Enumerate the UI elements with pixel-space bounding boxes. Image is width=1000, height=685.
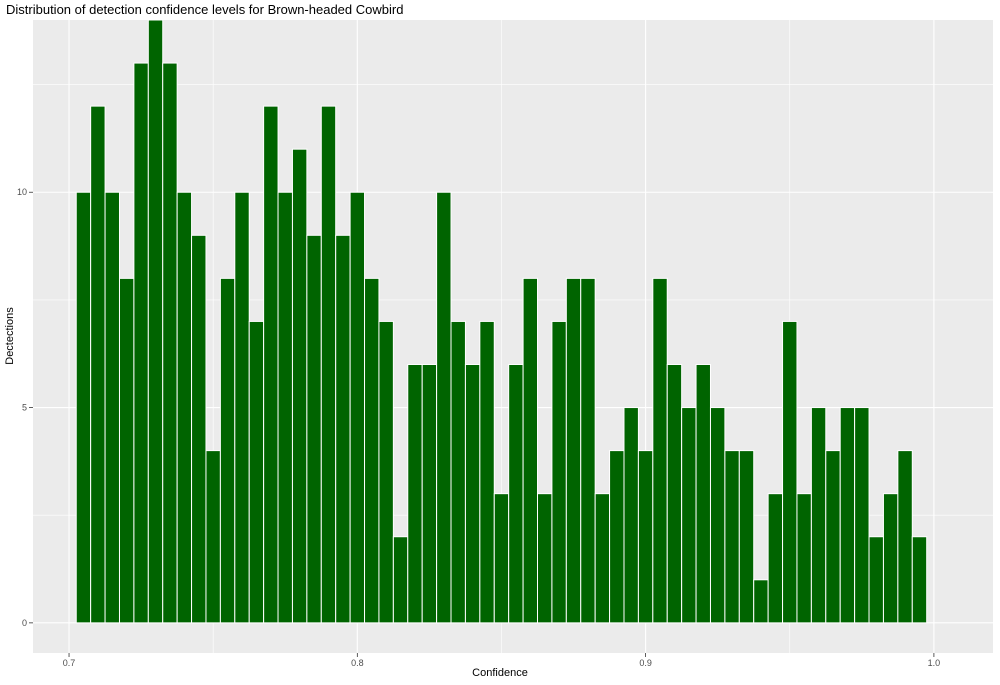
histogram-bar [349, 191, 366, 624]
histogram-bar [479, 320, 495, 624]
histogram-bar [738, 450, 755, 624]
histogram-bar [205, 450, 221, 624]
histogram-bar [709, 407, 726, 624]
histogram-bar [436, 191, 452, 624]
x-tick-label: 0.8 [351, 658, 364, 668]
chart-title: Distribution of detection confidence lev… [6, 2, 404, 17]
y-tick-label: 5 [22, 403, 27, 413]
histogram-bar [133, 62, 149, 624]
histogram-bar [810, 407, 827, 624]
histogram-bar [724, 450, 740, 624]
histogram-bar [118, 277, 135, 624]
histogram-bar [291, 148, 308, 624]
histogram-bar [219, 277, 236, 624]
histogram-bar [868, 536, 884, 624]
histogram-bar [551, 320, 567, 624]
histogram-bar [565, 277, 582, 624]
histogram-bar [234, 191, 250, 624]
histogram-bar [335, 234, 351, 624]
histogram-bar [594, 493, 611, 624]
histogram-bar [609, 450, 625, 624]
histogram-bar [392, 536, 409, 624]
histogram-bar [652, 277, 668, 624]
histogram-bar [147, 19, 164, 624]
x-tick-label: 0.7 [63, 658, 76, 668]
histogram-bar [306, 234, 322, 624]
histogram-bar [421, 363, 438, 624]
histogram-bar [537, 493, 553, 624]
histogram-bar [796, 493, 812, 624]
histogram-bar [854, 407, 870, 624]
histogram-bar [522, 277, 539, 624]
histogram-bar [162, 62, 178, 624]
histogram-bar [464, 363, 481, 624]
histogram-bar [782, 320, 798, 624]
y-axis-ticks: 0 5 10 [17, 187, 33, 628]
histogram-bar [666, 363, 683, 624]
x-tick-label: 1.0 [928, 658, 941, 668]
histogram-bar [191, 234, 207, 624]
histogram-bar [580, 277, 596, 624]
histogram-bar [508, 363, 524, 624]
histogram-bar [320, 105, 337, 624]
histogram-bar [695, 363, 711, 624]
histogram-bar [263, 105, 279, 624]
histogram-bar [277, 191, 293, 624]
histogram-bar [637, 450, 654, 624]
histogram-bar [753, 579, 769, 624]
histogram-bar [825, 450, 841, 624]
bars [75, 19, 928, 624]
histogram-bar [378, 320, 394, 624]
histogram-bar [104, 191, 120, 624]
histogram-bar [364, 277, 380, 624]
histogram-bar [75, 191, 92, 624]
histogram-bar [882, 493, 899, 624]
histogram-bar [407, 363, 423, 624]
histogram-bar [839, 407, 856, 624]
x-tick-label: 0.9 [639, 658, 652, 668]
histogram-bar [897, 450, 913, 624]
histogram-bar [767, 493, 784, 624]
histogram-bar [450, 320, 466, 624]
y-tick-label: 0 [22, 618, 27, 628]
histogram-bar [248, 320, 265, 624]
histogram-bar [493, 493, 510, 624]
histogram-bar [90, 105, 106, 624]
histogram-bar [681, 407, 697, 624]
x-axis-ticks: 0.7 0.8 0.9 1.0 [63, 653, 940, 668]
y-tick-label: 10 [17, 187, 27, 197]
histogram-bar [623, 407, 639, 624]
histogram-bar [911, 536, 928, 624]
histogram-bar [176, 191, 193, 624]
x-axis-label: Confidence [472, 667, 528, 679]
